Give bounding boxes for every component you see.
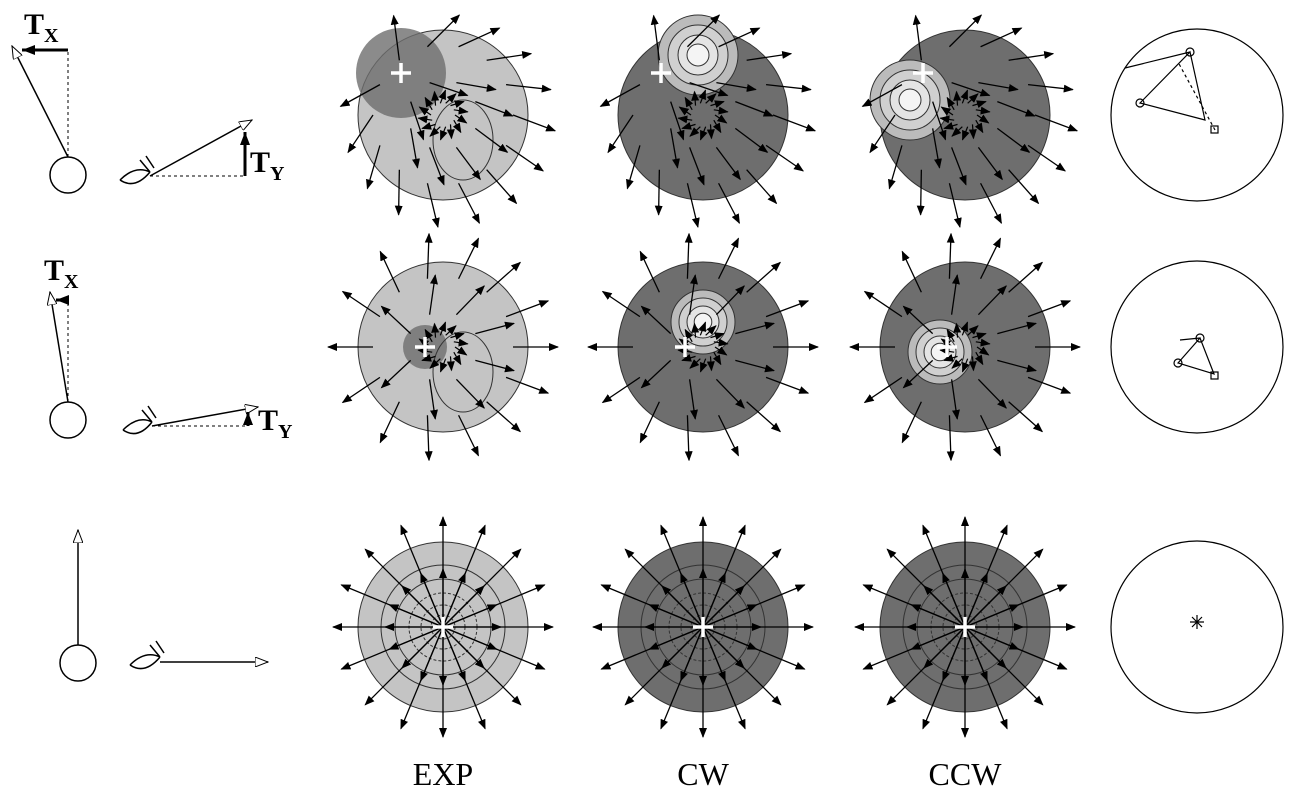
label-main: T <box>44 254 64 287</box>
flow-arrow <box>921 170 922 215</box>
tx-label: TX <box>24 8 59 47</box>
projection-plots <box>1111 29 1283 713</box>
page: {"column_labels": ["EXP", "CW", "CCW"], … <box>0 0 1294 795</box>
column-label: EXP <box>413 756 473 792</box>
column-label: CW <box>677 756 729 792</box>
flow-fields <box>328 15 1080 737</box>
geometry-sketches <box>12 46 268 681</box>
label-main: T <box>250 146 270 179</box>
label-sub: Y <box>270 163 285 185</box>
label-sub: X <box>64 271 79 293</box>
label-main: T <box>24 8 44 41</box>
flow-arrow <box>399 170 400 215</box>
contour <box>687 44 709 66</box>
tx-label: TX <box>44 254 79 293</box>
contour <box>899 89 921 111</box>
label-sub: Y <box>278 421 293 443</box>
ty-label: TY <box>258 404 293 443</box>
figure: TX TY TX TY EXP CW CCW <box>0 0 1294 795</box>
label-main: T <box>258 404 278 437</box>
column-label: CCW <box>929 756 1003 792</box>
ty-label: TY <box>250 146 285 185</box>
flow-arrow <box>659 170 660 215</box>
label-sub: X <box>44 25 59 47</box>
